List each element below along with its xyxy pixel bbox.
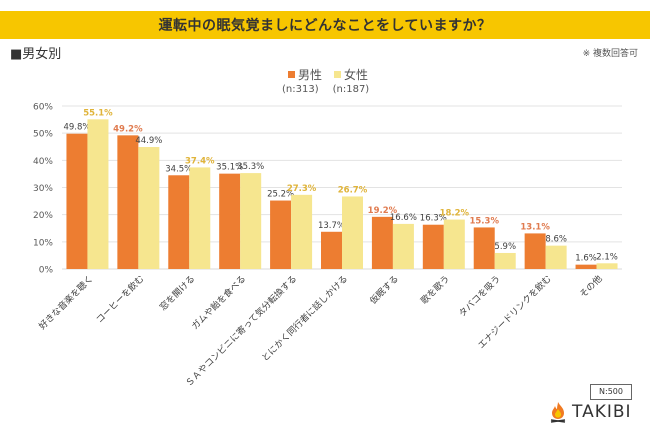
y-tick-label: 60%	[33, 103, 53, 113]
legend-item-male: 男性	[288, 66, 322, 83]
bar-male	[117, 135, 139, 269]
bar-male	[473, 227, 495, 269]
sample-size-box: N:500	[590, 384, 632, 400]
subtitle: ■男女別	[10, 47, 62, 62]
legend-label-male: 男性	[298, 68, 323, 82]
y-tick-label: 0%	[39, 266, 54, 276]
legend-swatch-male	[288, 71, 295, 78]
bar-female	[443, 219, 465, 269]
data-label: 49.8%	[63, 123, 90, 133]
bar-male	[371, 216, 393, 269]
legend-swatch-female	[334, 71, 342, 78]
y-tick-label: 10%	[33, 238, 53, 248]
data-label: 25.2%	[267, 190, 294, 200]
bar-female	[545, 245, 567, 269]
data-label: 44.9%	[135, 136, 162, 146]
bar-male	[219, 173, 241, 269]
x-tick-label: 好きな音楽を聴く	[36, 273, 95, 332]
x-tick-label: 歌を歌う	[418, 273, 452, 307]
legend-n-female: (n:187)	[332, 84, 370, 95]
bar-female	[189, 167, 211, 269]
bar-female	[596, 263, 618, 269]
y-tick-label: 30%	[33, 184, 53, 194]
data-label: 37.4%	[185, 156, 215, 166]
legend-item-female: 女性	[334, 66, 368, 83]
x-tick-label: とにかく同行者に話しかける	[259, 273, 350, 364]
bar-male	[524, 233, 546, 269]
y-tick-label: 40%	[33, 157, 53, 167]
brand-name: TAKIBI	[572, 402, 632, 422]
x-tick-label: ＳＡやコンビニに寄って気分転換する	[183, 273, 299, 389]
x-tick-label: その他	[577, 273, 605, 301]
legend-n-male: (n:313)	[282, 84, 319, 95]
data-label: 26.7%	[338, 185, 368, 195]
data-label: 13.7%	[318, 221, 345, 231]
data-label: 16.6%	[390, 213, 417, 223]
data-label: 15.3%	[469, 216, 499, 226]
chart-title: 運転中の眠気覚ましにどんなことをしていますか？	[158, 18, 492, 34]
data-label: 49.2%	[113, 124, 143, 134]
bar-female	[392, 223, 414, 269]
x-tick-label: ガムや飴を食べる	[189, 273, 248, 332]
x-tick-label: 窓を開ける	[157, 273, 197, 313]
x-tick-label: タバコを吸う	[457, 273, 503, 319]
x-tick-label: 仮眠する	[367, 273, 401, 307]
bar-male	[168, 175, 190, 269]
data-label: 5.9%	[494, 242, 516, 252]
bar-female	[240, 173, 262, 269]
data-label: 18.2%	[440, 209, 470, 219]
x-tick-label: コーヒーを飲む	[93, 273, 146, 326]
y-tick-label: 20%	[33, 211, 53, 221]
data-label: 35.1%	[216, 163, 243, 173]
bar-male	[270, 200, 292, 269]
data-label: 19.2%	[368, 206, 398, 216]
bar-female	[342, 196, 363, 269]
bar-male	[575, 264, 597, 269]
brand-logo: TAKIBI	[547, 401, 632, 423]
campfire-icon	[550, 402, 566, 423]
title-band: 運転中の眠気覚ましにどんなことをしていますか？	[0, 11, 650, 39]
data-label: 2.1%	[596, 252, 618, 262]
data-label: 55.1%	[83, 108, 113, 118]
data-label: 34.5%	[165, 164, 192, 174]
bar-male	[321, 231, 342, 269]
data-label: 13.1%	[520, 222, 550, 232]
data-label: 16.3%	[420, 214, 447, 224]
legend: 男性 女性 (n:313) (n:187)	[282, 66, 370, 95]
data-label: 35.3%	[237, 162, 264, 172]
bar-female	[494, 252, 516, 269]
y-tick-label: 50%	[33, 130, 53, 140]
bar-female	[291, 194, 313, 269]
data-label: 1.6%	[575, 254, 597, 264]
multiple-answer-note: ※ 複数回答可	[582, 49, 638, 59]
bar-male	[66, 133, 88, 269]
data-label: 8.6%	[545, 235, 567, 245]
legend-label-female: 女性	[344, 68, 369, 82]
data-label: 27.3%	[287, 184, 317, 194]
bar-male	[422, 224, 444, 269]
bar-female	[87, 119, 109, 269]
bar-female	[138, 147, 160, 269]
